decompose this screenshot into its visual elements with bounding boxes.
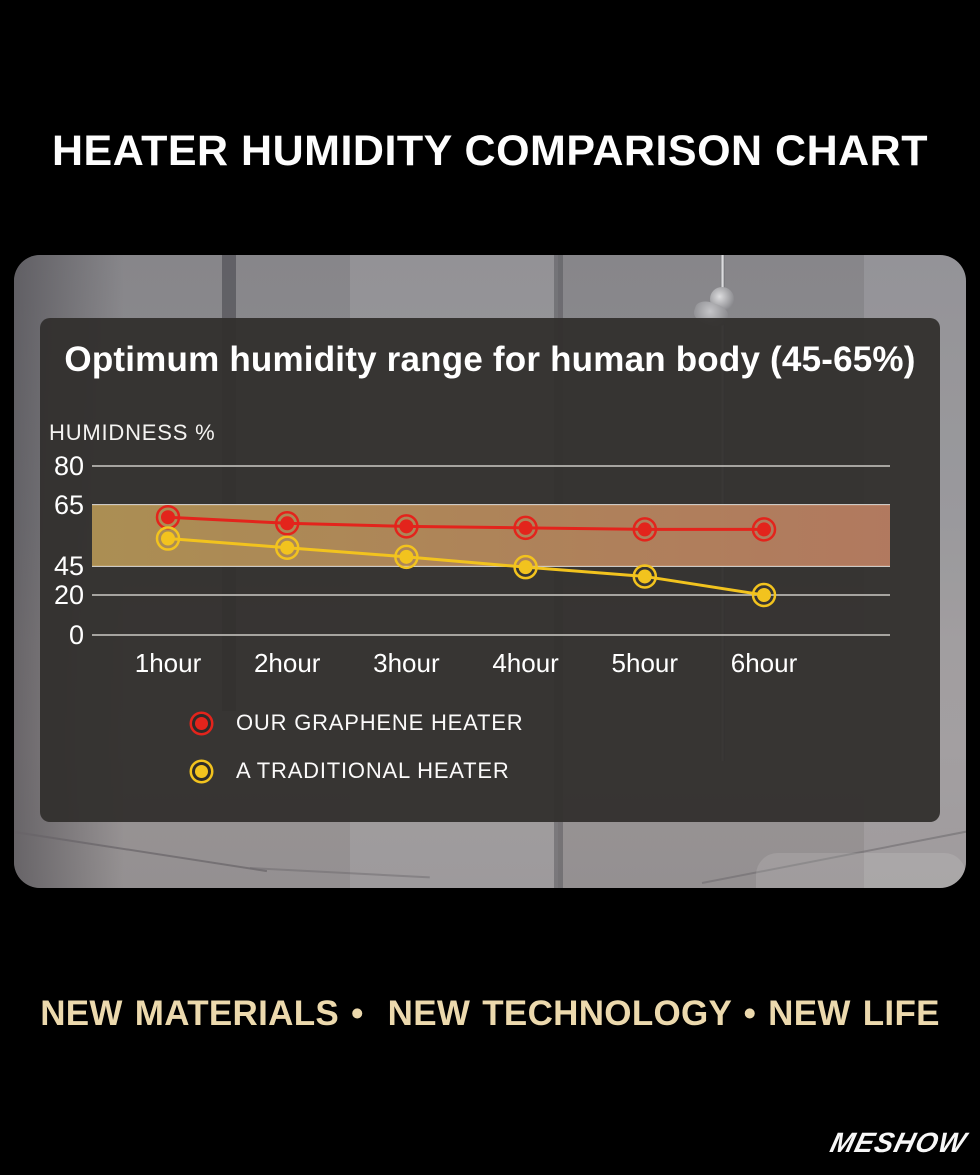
data-point [161,531,175,546]
tagline: NEW MATERIALS • NEW TECHNOLOGY • NEW LIF… [40,994,940,1033]
brand-logo: MESHOW [827,1127,970,1158]
bathtub-highlight [756,853,966,888]
legend-label-traditional-heater: A TRADITIONAL HEATER [236,758,510,783]
data-point [518,520,533,535]
data-point-ring [155,526,181,551]
data-point [280,516,295,531]
x-tick-label: 4hour [492,648,559,678]
chart-title: Optimum humidity range for human body (4… [64,340,916,379]
data-point-ring [274,535,300,560]
data-point-ring [394,544,419,570]
y-tick-label: 0 [69,620,84,650]
data-point-ring [632,517,658,542]
data-point [280,540,295,555]
legend-item-traditional-heater: A TRADITIONAL HEATER [190,756,523,786]
x-tick-label: 1hour [135,648,202,678]
data-point-ring [751,582,777,608]
y-axis-label: HUMIDNESS % [49,420,216,445]
chart-panel: 0 20 45 65 80 1hour 2hour 3hour 4hour 5hour 6hour … [40,318,940,822]
y-tick-label: 45 [54,551,84,581]
x-tick-label: 6hour [731,648,798,678]
x-tick-label: 5hour [612,648,679,678]
y-tick-label: 80 [54,451,84,481]
data-point [757,522,771,537]
y-tick-label: 20 [54,580,84,610]
data-point [399,549,414,564]
series-line-0 [167,515,764,531]
y-tick-label: 65 [54,490,84,520]
data-point [637,522,652,537]
legend-dot-red-icon [195,716,208,730]
optimum-band [92,505,890,566]
data-point [399,519,414,534]
data-point-ring [513,515,538,541]
data-point-ring [274,511,300,536]
x-tick-label: 3hour [373,648,440,678]
page-title: HEATER HUMIDITY COMPARISON CHART [52,127,928,175]
legend-dot-yellow-icon [195,764,208,778]
series-line-1 [167,537,765,597]
chart-legend: OUR GRAPHENE HEATER A TRADITIONAL HEATER [190,708,523,804]
data-point-ring [632,564,658,589]
data-point [161,510,175,525]
legend-item-graphene-heater: OUR GRAPHENE HEATER [190,708,523,738]
product-photo-card: 0 20 45 65 80 1hour 2hour 3hour 4hour 5hour 6hour … [14,255,966,888]
data-point [637,569,652,584]
x-tick-label: 2hour [254,648,321,678]
data-point [757,588,771,602]
data-point [518,560,533,575]
legend-label-graphene-heater: OUR GRAPHENE HEATER [236,710,524,735]
data-point-ring [513,554,538,580]
data-point-ring [751,517,777,542]
data-point-ring [394,514,419,539]
